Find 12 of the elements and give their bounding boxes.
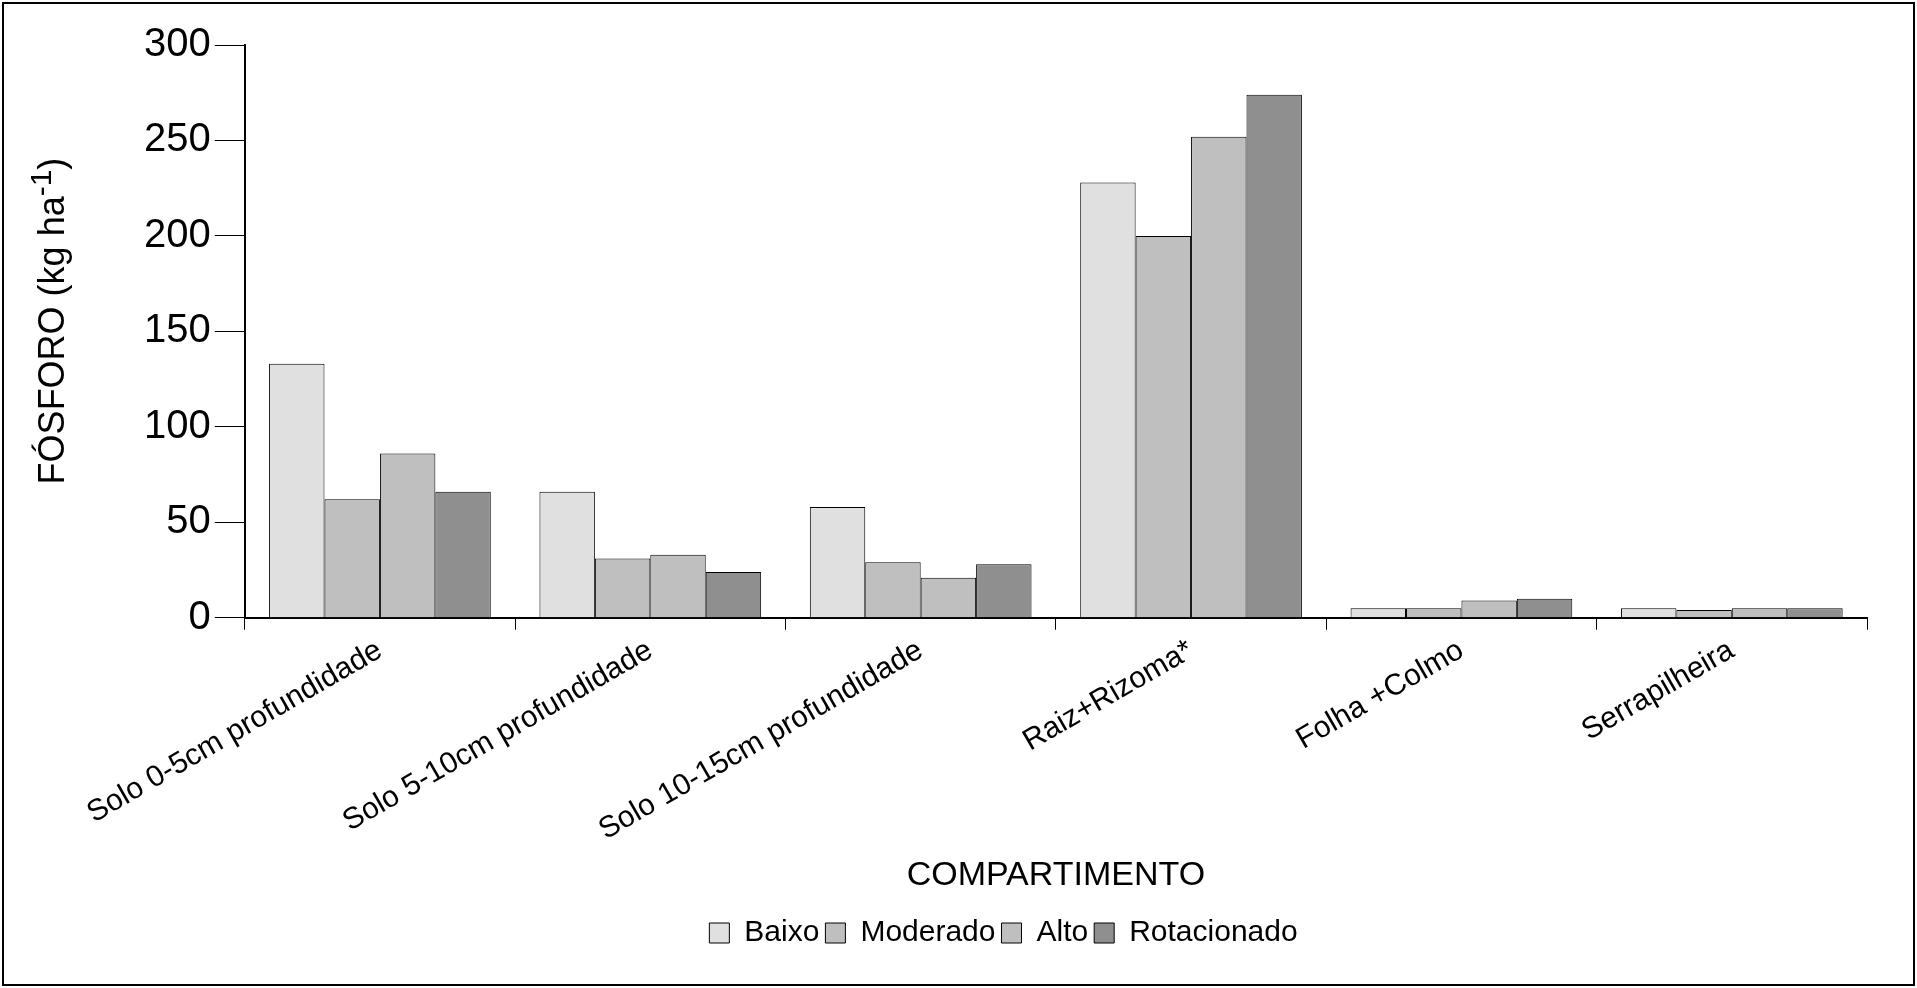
- y-tick-label: 150: [143, 306, 211, 351]
- y-tick-label: 200: [143, 210, 211, 255]
- legend-label: Moderado: [860, 914, 996, 948]
- y-tick-label: 0: [188, 592, 211, 637]
- legend-label: Baixo: [744, 914, 820, 948]
- y-tick-label: 300: [143, 20, 211, 65]
- y-tick-label: 250: [143, 115, 211, 160]
- x-axis-title: COMPARTIMENTO: [906, 853, 1206, 892]
- y-tick-label: 100: [143, 401, 211, 446]
- legend-label: Rotacionado: [1129, 914, 1298, 948]
- y-tick-label: 50: [166, 497, 211, 542]
- legend-label: Alto: [1036, 914, 1089, 948]
